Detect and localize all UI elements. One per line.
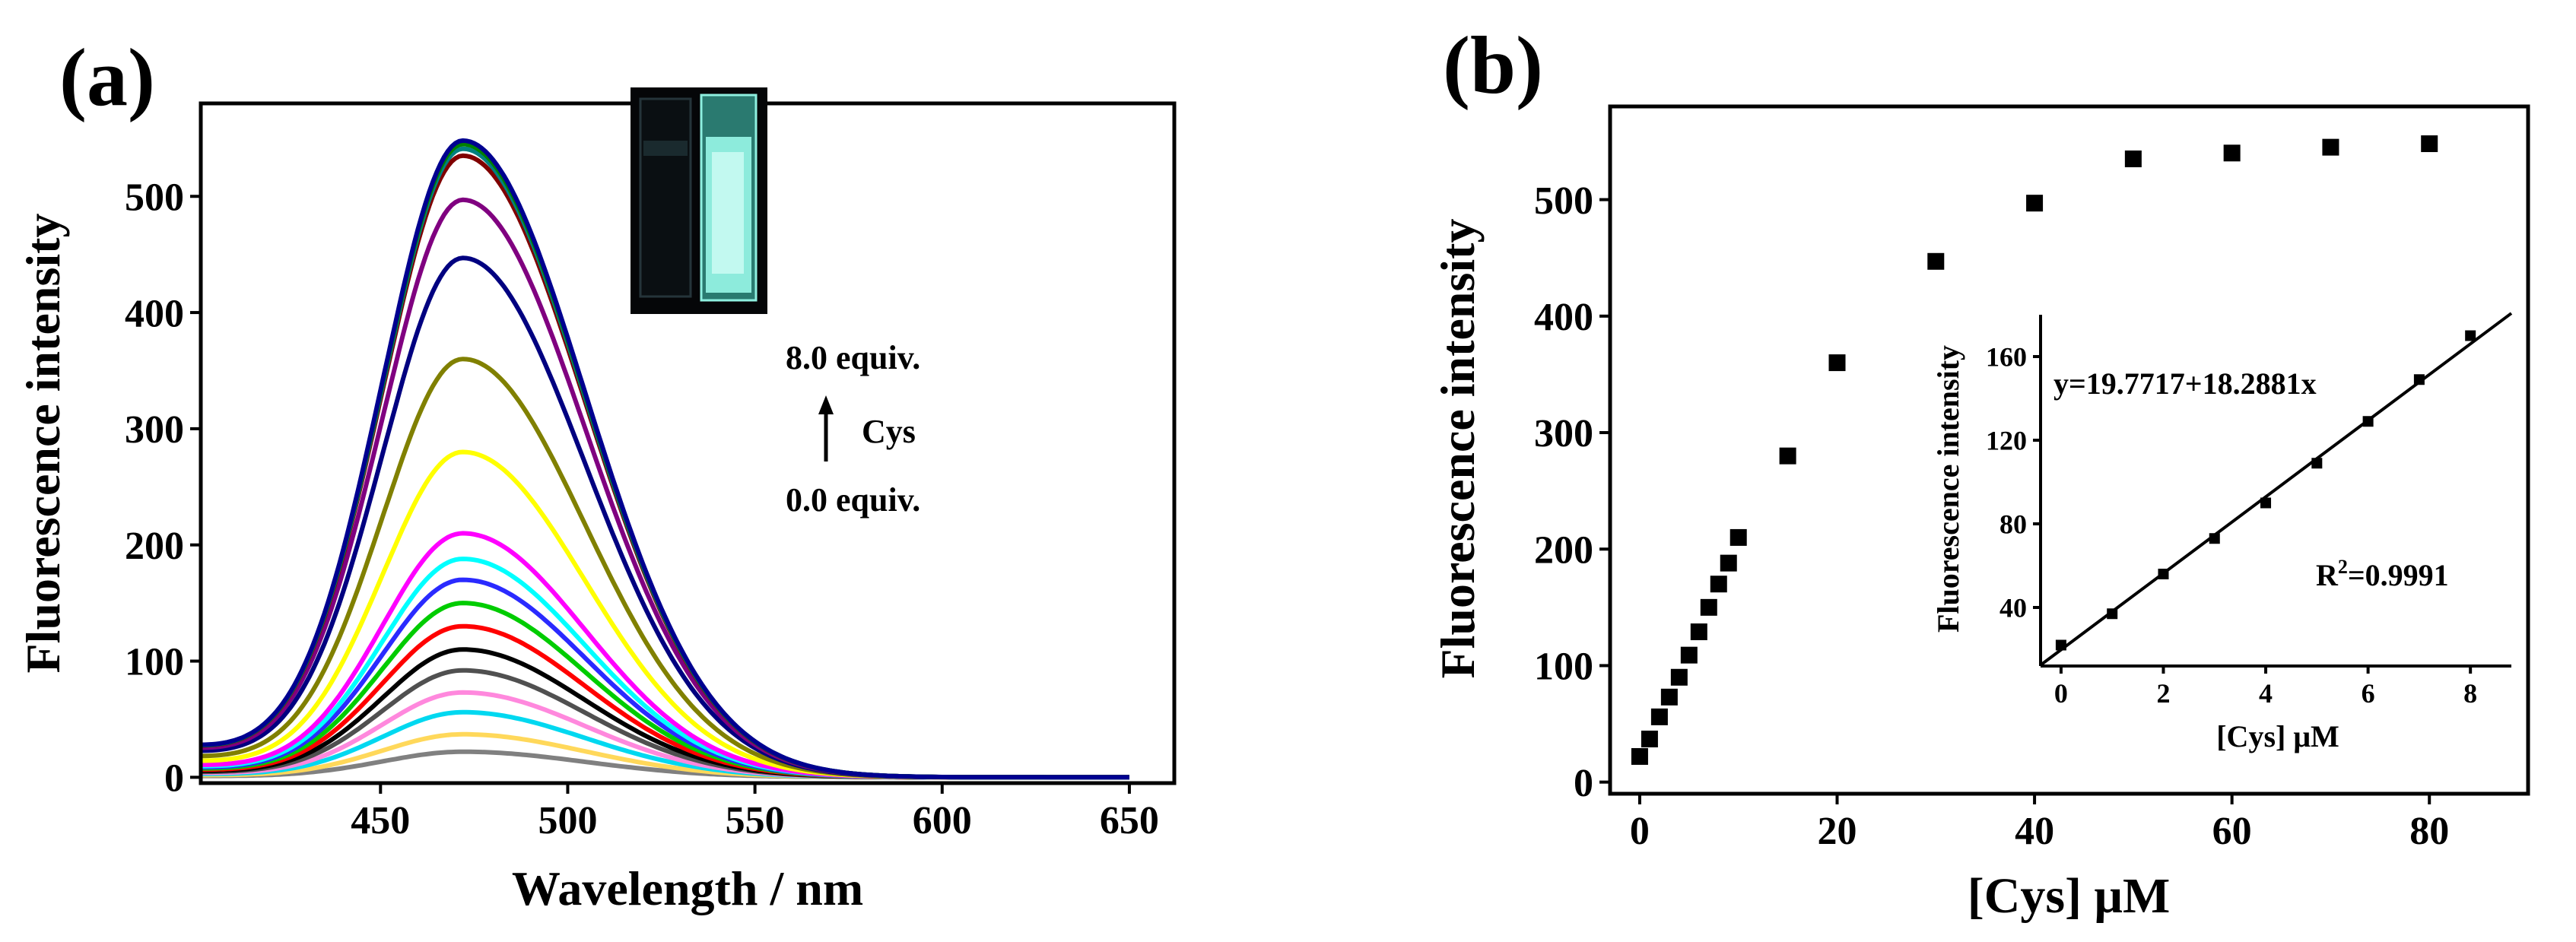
panel-b-y-ticks: 0 100 200 300 400 500 — [1534, 179, 1610, 805]
panel-a-x-ticks: 450 500 550 600 650 — [351, 783, 1159, 842]
panel-b-x-ticks: 0 20 40 60 80 — [1630, 794, 2449, 853]
inset-r-squared: R2=0.9991 — [2316, 556, 2449, 592]
inset-fit-line — [2039, 312, 2513, 667]
panel-b-y-tick-label-3: 300 — [1534, 412, 1593, 455]
panel-b-point-0 — [1631, 747, 1648, 765]
panel-b-point-12 — [1828, 354, 1846, 372]
panel-a-y-tick-label-1: 100 — [125, 641, 184, 684]
annotation-cys: Cys — [862, 413, 916, 450]
panel-a-y-tick-label-3: 300 — [125, 408, 184, 452]
panel-b-point-17 — [2322, 138, 2339, 156]
annotation-arrow-head — [818, 395, 834, 414]
inset-chart: 0 2 4 6 8 40 80 120 160 [Cys] μM Fluorescence i… — [1931, 312, 2513, 753]
panel-b-y-tick-label-1: 100 — [1534, 645, 1593, 689]
inset-equation: y=19.7717+18.2881x — [2053, 366, 2317, 401]
panel-b-x-axis-label: [Cys] μM — [1968, 868, 2171, 924]
panel-b-point-8 — [1710, 576, 1727, 593]
inset-x-axis-label: [Cys] μM — [2216, 719, 2339, 753]
inset-y-tick-label-2: 120 — [1986, 426, 2027, 456]
inset-x-tick-label-1: 2 — [2156, 678, 2170, 709]
panel-b-point-2 — [1650, 708, 1668, 725]
panel-a-x-tick-label-4: 650 — [1100, 799, 1159, 842]
panel-b-x-tick-label-0: 0 — [1630, 810, 1650, 853]
spectrum-line-18 — [200, 138, 1129, 780]
inset-point-0 — [2055, 639, 2066, 651]
panel-b-point-1 — [1641, 730, 1658, 747]
panel-b-y-axis-label: Fluorescence intensity — [1431, 219, 1485, 679]
panel-b-y-tick-label-0: 0 — [1574, 762, 1593, 805]
panel-a-y-axis-label: Fluorescence intensity — [16, 214, 70, 674]
cuvette-left — [639, 97, 692, 298]
spectrum-line-13 — [201, 255, 1129, 780]
panel-b-point-9 — [1720, 554, 1737, 572]
inset-fit-line-path — [2039, 312, 2513, 667]
panel-b-x-tick-label-4: 80 — [2409, 810, 2449, 853]
inset-point-3 — [2209, 533, 2220, 544]
panel-b-point-16 — [2223, 144, 2241, 162]
panel-a-y-ticks: 0 100 200 300 400 500 — [125, 176, 201, 801]
inset-x-tick-label-3: 6 — [2362, 678, 2375, 709]
panel-a-curves — [200, 138, 1129, 780]
panel-b-point-14 — [2026, 195, 2044, 212]
panel-b-point-7 — [1700, 598, 1717, 616]
inset-point-8 — [2465, 330, 2476, 341]
inset-y-ticks: 40 80 120 160 — [1986, 342, 2041, 623]
panel-b-point-5 — [1680, 646, 1698, 664]
panel-b-point-6 — [1690, 623, 1707, 641]
inset-y-tick-label-1: 80 — [1999, 509, 2027, 540]
inset-x-ticks: 0 2 4 6 8 — [2054, 666, 2477, 709]
panel-a-x-tick-label-1: 500 — [538, 799, 597, 842]
annotation-8-equiv: 8.0 equiv. — [786, 339, 920, 376]
inset-x-tick-label-4: 8 — [2463, 678, 2477, 709]
panel-b-x-tick-label-2: 40 — [2015, 810, 2054, 853]
annotation-0-equiv: 0.0 equiv. — [786, 481, 920, 519]
panel-b-y-tick-label-4: 400 — [1534, 296, 1593, 339]
panel-b-point-11 — [1779, 447, 1796, 465]
panel-b-point-15 — [2124, 150, 2142, 167]
inset-point-2 — [2158, 569, 2169, 579]
panel-a-x-tick-label-2: 550 — [726, 799, 785, 842]
panel-a-y-tick-label-0: 0 — [164, 757, 184, 801]
panel-a-y-tick-label-4: 400 — [125, 292, 184, 335]
inset-point-7 — [2413, 374, 2425, 385]
panel-b-label: (b) — [1443, 21, 1543, 111]
panel-b-y-tick-label-2: 200 — [1534, 528, 1593, 572]
panel-b-point-13 — [1927, 252, 1945, 270]
panel-b-x-tick-label-3: 60 — [2212, 810, 2252, 853]
panel-b-point-10 — [1730, 528, 1747, 546]
inset-point-1 — [2107, 608, 2118, 620]
inset-y-axis-label: Fluorescence intensity — [1931, 345, 1965, 633]
cuvette-photo — [631, 87, 767, 314]
panel-b-point-4 — [1670, 668, 1688, 686]
panel-a-label: (a) — [59, 33, 155, 123]
inset-point-5 — [2311, 458, 2323, 469]
panel-a-x-axis-label: Wavelength / nm — [512, 861, 863, 915]
inset-points — [2055, 330, 2476, 651]
inset-point-6 — [2362, 416, 2374, 427]
panel-a-x-tick-label-3: 600 — [913, 799, 972, 842]
inset-point-4 — [2260, 497, 2272, 509]
inset-x-tick-label-2: 4 — [2259, 678, 2273, 709]
inset-r-squared-sup: 2 — [2338, 556, 2348, 578]
inset-y-tick-label-3: 160 — [1986, 342, 2027, 373]
panel-a-y-tick-label-2: 200 — [125, 525, 184, 568]
panel-b-point-18 — [2421, 135, 2438, 153]
inset-y-tick-label-0: 40 — [1999, 593, 2027, 623]
panel-a: (a) 450 500 550 600 650 0 100 200 300 400 500 Wav… — [16, 33, 1177, 915]
panel-a-x-tick-label-0: 450 — [351, 799, 410, 842]
inset-x-tick-label-0: 0 — [2054, 678, 2068, 709]
panel-a-y-tick-label-5: 500 — [125, 176, 184, 219]
panel-b-point-3 — [1660, 688, 1678, 706]
panel-b-points — [1631, 135, 2438, 765]
panel-b-y-tick-label-5: 500 — [1534, 179, 1593, 223]
inset-r-squared-value: =0.9991 — [2348, 558, 2449, 592]
panel-b-plot-frame — [1608, 104, 2530, 796]
panel-b-x-tick-label-1: 20 — [1818, 810, 1857, 853]
